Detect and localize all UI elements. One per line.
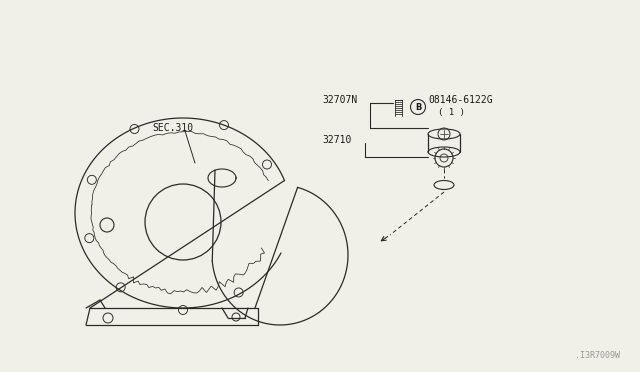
Text: SEC.310: SEC.310: [152, 123, 193, 133]
Text: 32707N: 32707N: [322, 95, 357, 105]
Text: ( 1 ): ( 1 ): [438, 109, 465, 118]
Text: 32710: 32710: [322, 135, 351, 145]
Text: 08146-6122G: 08146-6122G: [428, 95, 493, 105]
Text: .I3R7009W: .I3R7009W: [575, 351, 620, 360]
Text: B: B: [415, 103, 421, 112]
